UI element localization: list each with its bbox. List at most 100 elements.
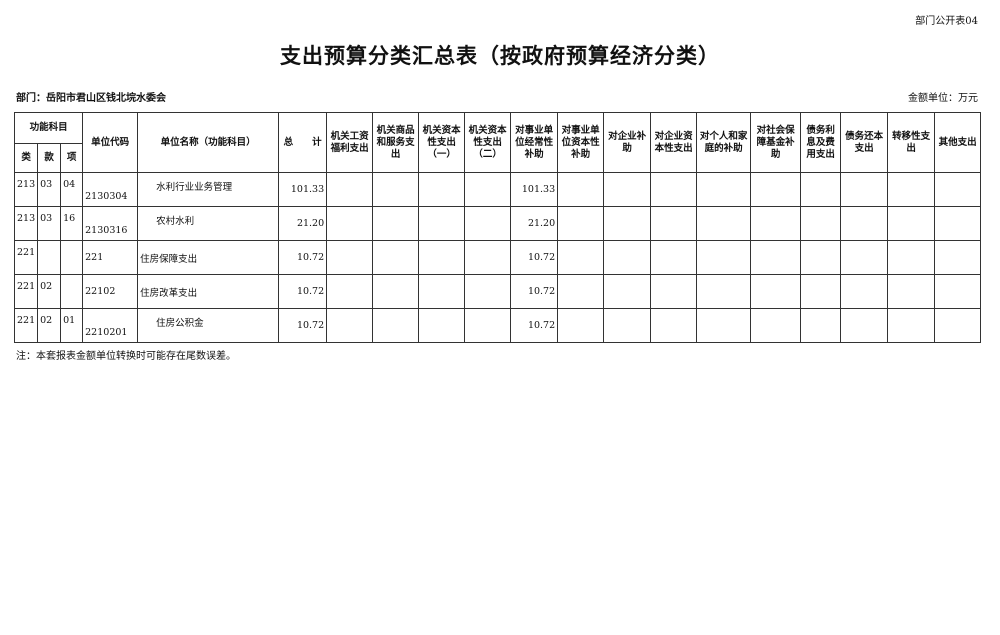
cell-amount	[372, 172, 420, 207]
cell-amount: 10.72	[510, 274, 559, 309]
cell-amount	[934, 206, 982, 241]
cell-amount	[887, 240, 936, 275]
cell-amount	[557, 308, 605, 343]
cell-name: 住房保障支出	[137, 240, 280, 275]
cell-amount	[887, 206, 936, 241]
header-col: 机关商品和服务支出	[372, 112, 420, 173]
cell-amount	[887, 308, 936, 343]
cell-amount	[800, 240, 842, 275]
table-container: 功能科目 单位代码 单位名称（功能科目）总 计机关工资福利支出 机关商品和服务支出 机关…	[13, 112, 982, 362]
cell-kuan: 03	[37, 172, 62, 207]
cell-amount	[800, 172, 842, 207]
cell-lei: 213	[13, 172, 39, 207]
cell-amount: 10.72	[510, 240, 559, 275]
table-row: 221 02 22102 住房改革支出 10.72 10.72	[13, 274, 982, 309]
cell-amount	[603, 172, 652, 207]
header-col: 债务还本支出	[840, 112, 889, 173]
header-col: 对事业单位资本性补助	[557, 112, 605, 173]
cell-kuan	[37, 240, 62, 275]
cell-code: 2210201	[82, 308, 139, 343]
cell-amount	[750, 172, 802, 207]
cell-amount	[557, 206, 605, 241]
cell-amount	[372, 308, 420, 343]
cell-total: 10.72	[278, 274, 328, 309]
header-kuan: 款	[37, 143, 62, 173]
cell-code: 2130316	[82, 206, 139, 241]
cell-amount	[650, 240, 698, 275]
cell-amount	[557, 240, 605, 275]
cell-amount	[696, 274, 752, 309]
cell-amount	[326, 172, 374, 207]
cell-amount	[464, 206, 512, 241]
cell-total: 21.20	[278, 206, 328, 241]
cell-kuan: 02	[37, 274, 62, 309]
header-col: 转移性支出	[887, 112, 936, 173]
cell-lei: 213	[13, 206, 39, 241]
cell-amount	[840, 206, 889, 241]
header-col: 对企业资本性支出	[650, 112, 698, 173]
cell-amount	[557, 172, 605, 207]
cell-kuan: 03	[37, 206, 62, 241]
cell-xiang: 16	[60, 206, 84, 241]
cell-amount	[326, 240, 374, 275]
cell-amount	[603, 206, 652, 241]
cell-amount	[650, 206, 698, 241]
cell-amount: 101.33	[510, 172, 559, 207]
cell-amount	[418, 172, 466, 207]
cell-name: 住房改革支出	[137, 274, 280, 309]
cell-amount	[372, 206, 420, 241]
cell-amount	[840, 308, 889, 343]
cell-amount	[464, 274, 512, 309]
header-col: 机关资本性支出（二）	[464, 112, 512, 173]
header-col: 对个人和家庭的补助	[696, 112, 752, 173]
cell-amount	[603, 308, 652, 343]
cell-total: 101.33	[278, 172, 328, 207]
department-label: 部门：岳阳市君山区钱北垸水委会	[16, 93, 166, 104]
table-row: 221 221 住房保障支出 10.72 10.72	[13, 240, 982, 275]
cell-code: 2130304	[82, 172, 139, 207]
cell-amount	[840, 172, 889, 207]
cell-amount	[750, 206, 802, 241]
budget-table: 功能科目 单位代码 单位名称（功能科目）总 计机关工资福利支出 机关商品和服务支出 机关…	[13, 112, 982, 343]
cell-amount	[650, 274, 698, 309]
cell-amount	[418, 206, 466, 241]
cell-amount	[696, 240, 752, 275]
cell-amount	[750, 240, 802, 275]
page-title: 支出预算分类汇总表（按政府预算经济分类）	[280, 43, 720, 68]
cell-amount	[650, 172, 698, 207]
cell-amount	[464, 240, 512, 275]
cell-amount	[372, 240, 420, 275]
amount-unit-label: 金额单位：万元	[908, 93, 978, 104]
cell-amount	[934, 240, 982, 275]
cell-amount	[650, 308, 698, 343]
cell-amount	[326, 274, 374, 309]
cell-amount	[464, 172, 512, 207]
cell-amount	[840, 240, 889, 275]
cell-amount	[326, 206, 374, 241]
cell-amount	[934, 308, 982, 343]
cell-amount	[800, 274, 842, 309]
form-number: 部门公开表04	[915, 16, 978, 27]
table-row: 213 03 04 2130304 水利行业业务管理 101.33 101.33	[13, 172, 982, 207]
cell-amount	[800, 308, 842, 343]
header-col: 其他支出	[934, 112, 982, 173]
header-unit-code: 单位代码	[82, 112, 139, 173]
cell-lei: 221	[13, 308, 39, 343]
header-col: 机关工资福利支出	[326, 112, 374, 173]
cell-amount	[418, 240, 466, 275]
cell-code: 22102	[82, 274, 139, 309]
cell-name: 农村水利	[137, 206, 280, 241]
header-col: 机关资本性支出（一）	[418, 112, 466, 173]
header-total: 总 计	[278, 112, 328, 173]
cell-amount: 21.20	[510, 206, 559, 241]
cell-amount	[557, 274, 605, 309]
cell-amount	[418, 308, 466, 343]
header-col: 对社会保障基金补助	[750, 112, 802, 173]
cell-lei: 221	[13, 274, 39, 309]
cell-amount	[603, 240, 652, 275]
cell-xiang	[60, 240, 84, 275]
cell-name: 住房公积金	[137, 308, 280, 343]
cell-amount	[696, 308, 752, 343]
cell-code: 221	[82, 240, 139, 275]
cell-lei: 221	[13, 240, 39, 275]
